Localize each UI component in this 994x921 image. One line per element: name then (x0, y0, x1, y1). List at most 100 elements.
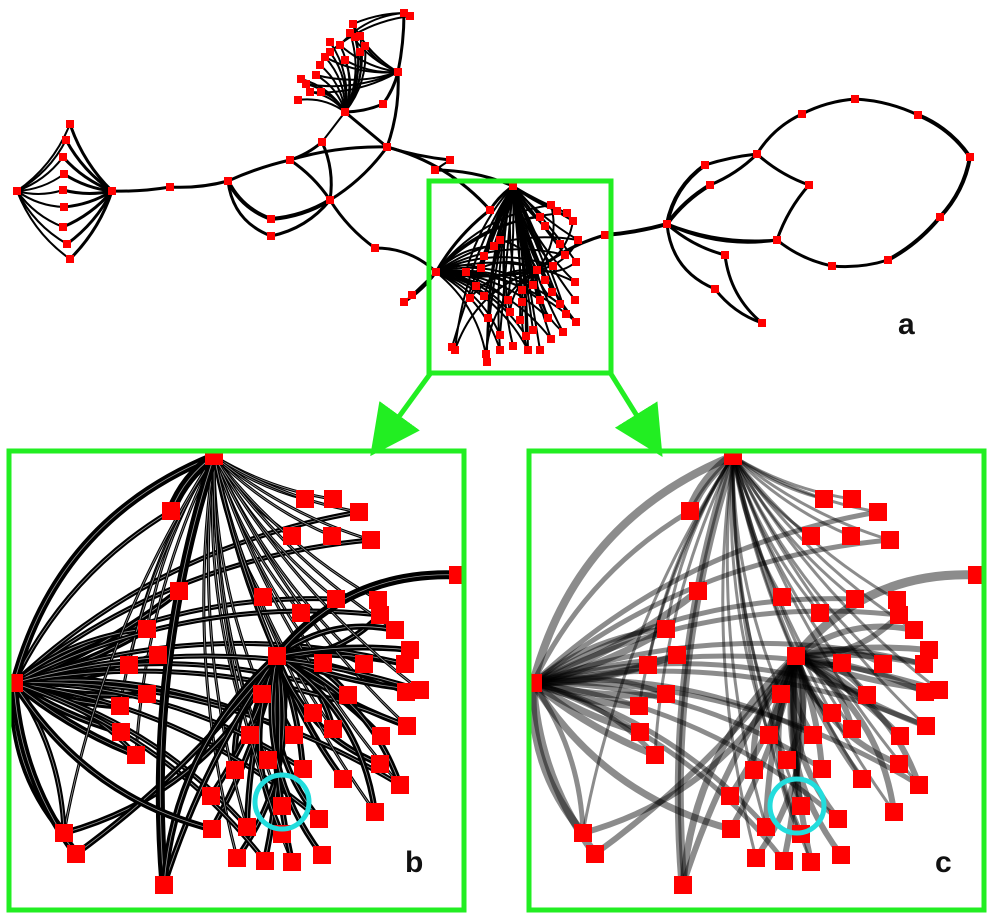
zoom-node (778, 751, 796, 769)
zoom-edge (530, 640, 927, 686)
zoom-edge-highlight (13, 628, 148, 684)
network-node (518, 298, 526, 306)
zoom-node (149, 646, 167, 664)
network-node (536, 213, 544, 221)
network-node (166, 183, 174, 191)
network-node (477, 264, 485, 272)
zoom-edge (793, 653, 825, 772)
zoom-edge (529, 679, 670, 699)
network-edge (485, 185, 514, 363)
network-edge (168, 179, 230, 189)
network-node (59, 186, 67, 194)
zoom-node (792, 797, 810, 815)
zoom-node (155, 876, 173, 894)
zoom-node (9, 674, 23, 692)
zoom-node (833, 654, 851, 672)
network-edge (288, 158, 332, 202)
network-node (466, 294, 474, 302)
zoom-edge (791, 570, 982, 661)
network-edge (703, 152, 759, 167)
zoom-node (804, 726, 822, 744)
zoom-edge-highlight (276, 647, 411, 657)
network-edge (603, 222, 669, 237)
network-node (706, 181, 714, 189)
network-node (663, 220, 671, 228)
network-node (446, 156, 454, 164)
zoom-edge (529, 651, 681, 687)
zoom-node (369, 591, 387, 609)
network-node (302, 80, 310, 88)
zoom-edge (731, 454, 928, 728)
zoom-edge (731, 454, 789, 762)
zoom-node (888, 591, 906, 609)
overview-nodes (13, 9, 974, 366)
zoom-edge (793, 653, 922, 788)
zoom-node (917, 717, 935, 735)
network-edge (755, 112, 804, 156)
zoom-node (355, 655, 373, 673)
network-node (548, 288, 556, 296)
panel-c-frame (526, 448, 987, 913)
zoom-c-network (529, 451, 984, 894)
network-node (914, 111, 922, 119)
zoom-edge-highlight (13, 682, 213, 830)
network-edge (321, 111, 346, 143)
zoom-node (823, 704, 841, 722)
zoom-nodes (529, 451, 984, 894)
zoom-edge (581, 454, 735, 835)
network-node (361, 42, 369, 50)
zoom-panel-c (526, 448, 987, 913)
network-node (721, 251, 729, 259)
zoom-node (745, 761, 763, 779)
zoom-edge (530, 680, 586, 836)
zoom-edge (653, 454, 735, 757)
zoom-node (238, 818, 256, 836)
zoom-node (339, 686, 357, 704)
zoom-node (228, 849, 246, 867)
network-node (66, 255, 74, 263)
zoom-node (920, 641, 938, 659)
zoom-edge-highlight (213, 455, 396, 631)
zoom-node (639, 656, 657, 674)
zoom-edge (793, 653, 928, 695)
network-node (462, 268, 470, 276)
network-node (59, 223, 67, 231)
zoom-node (273, 797, 291, 815)
network-node (563, 209, 571, 217)
network-node (562, 310, 570, 318)
zoom-edge (728, 653, 799, 832)
zoom-node (386, 621, 404, 639)
zoom-node (372, 727, 390, 745)
network-edge (435, 261, 576, 283)
zoom-node (398, 717, 416, 735)
zoom-node (724, 451, 742, 465)
network-node (506, 308, 514, 316)
network-node (482, 350, 490, 358)
network-edge (800, 97, 857, 116)
arrow-to-panel-c (608, 372, 663, 457)
network-node (66, 120, 74, 128)
network-node (294, 96, 302, 104)
zoom-edge (731, 454, 853, 538)
zoom-edge-highlight (213, 455, 278, 657)
network-node (547, 335, 555, 343)
network-edge (665, 222, 779, 243)
network-node (267, 215, 275, 223)
network-node (346, 29, 354, 37)
network-node (773, 236, 781, 244)
zoom-edge-highlight (276, 655, 376, 813)
zoom-edge (781, 653, 802, 864)
network-edge (830, 258, 890, 269)
zoom-node (285, 726, 303, 744)
network-edge (344, 59, 399, 74)
zoom-node (296, 490, 314, 508)
zoom-node (915, 655, 933, 673)
zoom-node (449, 566, 464, 584)
zoom-edge (529, 661, 652, 687)
network-edge (723, 253, 764, 325)
zoom-edge-highlight (13, 682, 137, 756)
zoom-node (120, 656, 138, 674)
arrow-to-panel-b (370, 372, 433, 457)
network-node (63, 240, 71, 248)
zoom-node (646, 746, 664, 764)
